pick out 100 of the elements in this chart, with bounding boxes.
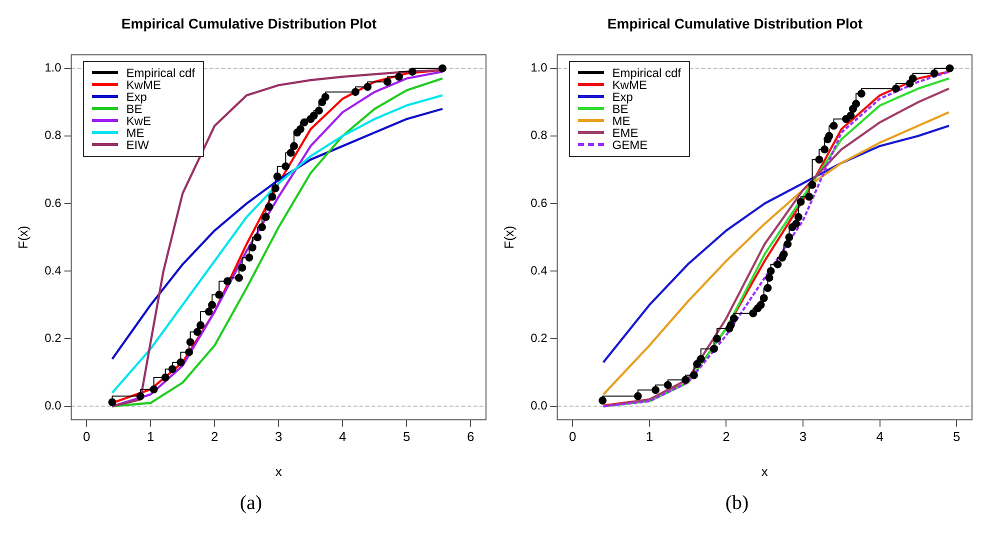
point (273, 172, 282, 180)
y-tick-label: 0.6 (44, 196, 62, 210)
x-axis-title: x (275, 464, 282, 479)
y-tick-label: 0.8 (530, 128, 548, 142)
point (908, 74, 917, 82)
point (693, 360, 702, 368)
point (652, 386, 660, 394)
point (108, 398, 116, 406)
y-tick-label: 0.6 (530, 196, 548, 210)
point (193, 328, 202, 336)
point (394, 72, 403, 81)
point (830, 122, 838, 130)
point (598, 396, 607, 405)
point (185, 348, 194, 356)
point (208, 300, 216, 309)
x-tick-label: 2 (211, 429, 218, 444)
point (784, 240, 792, 248)
text: (a) (238, 492, 264, 515)
point (696, 354, 705, 363)
point (438, 64, 446, 72)
x-tick-label: 0 (569, 429, 576, 444)
point (815, 156, 824, 164)
point (690, 371, 698, 380)
point (215, 290, 224, 299)
point (713, 334, 722, 343)
x-tick-label: 2 (722, 429, 730, 444)
legend-label: KwME (126, 78, 161, 92)
x-tick-label: 0 (83, 429, 90, 444)
point (296, 125, 304, 134)
x-tick-label: 1 (147, 429, 154, 444)
legend-label: EME (612, 126, 638, 140)
y-tick-label: 0.8 (44, 128, 62, 142)
point (248, 243, 256, 252)
legend-label: KwME (612, 78, 647, 92)
point (286, 148, 295, 157)
point (196, 321, 205, 330)
point (168, 365, 176, 374)
x-tick-label: 6 (467, 429, 474, 444)
x-tick-label: 4 (339, 429, 346, 444)
point (820, 145, 829, 154)
legend-label: EIW (126, 138, 149, 152)
point (710, 344, 718, 353)
legend-label: KwE (126, 114, 151, 128)
y-tick-label: 0.0 (44, 398, 62, 413)
chart-title: Empirical Cumulative Distribution Plot (121, 15, 377, 32)
point (730, 314, 738, 322)
y-axis-title: F(x) (501, 226, 516, 249)
point (764, 284, 772, 292)
point (794, 213, 802, 222)
y-tick-label: 1.0 (44, 60, 62, 75)
point (186, 338, 194, 346)
point (765, 274, 774, 282)
point (310, 112, 318, 120)
point (265, 202, 274, 211)
x-tick-label: 1 (646, 429, 654, 444)
point (760, 294, 768, 302)
point (785, 233, 794, 242)
point (634, 392, 642, 400)
point (254, 233, 262, 242)
x-tick-label: 5 (403, 429, 410, 444)
y-tick-label: 0.2 (530, 331, 548, 345)
point (290, 142, 298, 150)
point (930, 69, 938, 78)
point (258, 223, 266, 232)
text: (b) (724, 492, 750, 515)
chart-title: Empirical Cumulative Distribution Plot (607, 15, 863, 32)
point (383, 78, 392, 86)
y-tick-label: 0.0 (530, 398, 548, 413)
point (682, 376, 690, 384)
point (268, 192, 276, 201)
point (946, 64, 954, 72)
point (282, 162, 290, 170)
point (245, 254, 254, 262)
point (161, 374, 170, 382)
point (351, 88, 360, 96)
point (223, 277, 232, 286)
x-tick-label: 4 (876, 429, 884, 444)
point (176, 358, 185, 366)
point (136, 392, 144, 400)
point (749, 309, 758, 318)
legend-label: Exp (612, 90, 633, 104)
y-axis-title: F(x) (15, 226, 30, 249)
point (852, 100, 860, 108)
point (857, 90, 866, 98)
point (150, 385, 158, 394)
legend-label: GEME (612, 138, 648, 152)
point (796, 198, 805, 206)
point (314, 106, 323, 115)
point (846, 112, 855, 120)
y-tick-label: 0.4 (530, 263, 548, 278)
point (726, 321, 735, 330)
point (271, 184, 280, 192)
legend-label: ME (612, 114, 630, 128)
point (792, 220, 800, 228)
point (364, 82, 372, 91)
point (664, 380, 672, 389)
legend-label: ME (126, 126, 144, 140)
point (808, 180, 816, 189)
point (204, 308, 213, 316)
point (756, 300, 765, 309)
